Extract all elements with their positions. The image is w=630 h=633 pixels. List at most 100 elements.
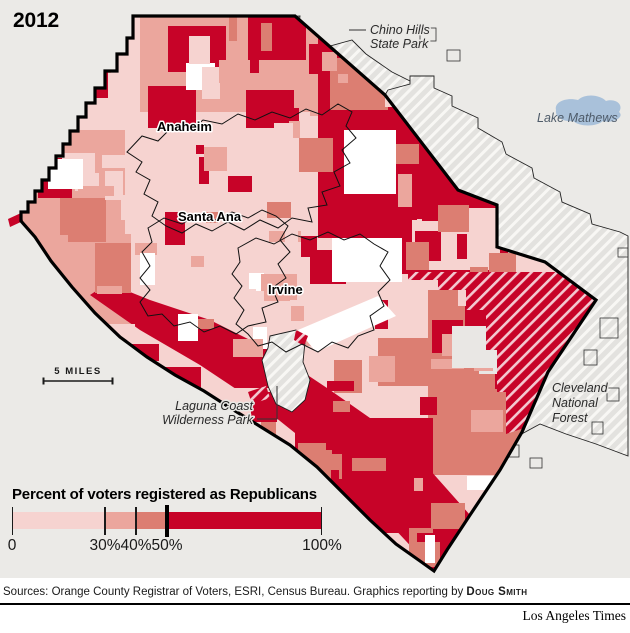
precinct-patch — [419, 439, 433, 447]
precinct-patch — [438, 205, 469, 232]
precinct-patch — [431, 503, 465, 529]
precinct-patch — [170, 166, 198, 189]
irvine-label: Irvine — [268, 282, 303, 297]
precinct-patch — [204, 147, 227, 171]
precinct-patch — [352, 421, 386, 429]
precinct-patch — [95, 243, 131, 293]
legend-title: Percent of voters registered as Republic… — [12, 486, 317, 503]
precinct-patch — [191, 256, 204, 267]
legend-segment-40-50 — [136, 512, 167, 529]
footer: Sources: Orange County Registrar of Vote… — [0, 579, 630, 633]
precinct-patch — [267, 202, 291, 218]
legend-tick-label: 0 — [7, 537, 17, 554]
sources-text: Sources: Orange County Registrar of Vote… — [3, 586, 467, 598]
precinct-patch — [331, 470, 339, 491]
laguna-red-hatch — [248, 386, 270, 404]
precinct-patch — [298, 296, 396, 352]
legend-tick — [104, 507, 106, 535]
precinct-patch — [250, 45, 259, 73]
precinct-patch — [338, 74, 348, 83]
legend-tick — [12, 507, 14, 535]
precinct-patch — [60, 198, 106, 242]
precinct-patch — [414, 164, 437, 175]
precinct-patch — [178, 314, 198, 341]
precinct-patch — [352, 458, 386, 471]
precinct-patch — [457, 234, 467, 259]
coastal-spit — [8, 213, 23, 227]
anaheim-boundary — [126, 103, 357, 234]
footer-rule — [0, 603, 630, 605]
lake-mathews-shape — [555, 95, 621, 126]
precinct-patch — [189, 36, 210, 64]
precinct-patch — [471, 410, 503, 432]
cleveland-label-1: Cleveland — [552, 381, 609, 395]
legend-segment-50-100 — [167, 512, 322, 529]
legend-tick-label: 100% — [302, 537, 342, 554]
precinct-patch — [206, 212, 218, 223]
laguna-label-1: Laguna Coast — [175, 399, 253, 413]
precinct-patch — [333, 401, 350, 412]
anaheim-label: Anaheim — [157, 119, 212, 134]
scale-bar-label: 5 MILES — [54, 366, 101, 377]
precinct-patch — [431, 359, 464, 369]
precinct-patch — [246, 90, 294, 128]
precinct-patch — [135, 243, 157, 255]
legend-tick — [135, 507, 137, 535]
legend-tick-label: 40% — [120, 537, 152, 554]
precinct-patch — [414, 478, 423, 491]
laguna-red-hatch-2 — [294, 330, 308, 346]
legend: Percent of voters registered as Republic… — [8, 484, 372, 556]
santa-ana-boundary — [139, 209, 291, 335]
precinct-patch — [78, 186, 114, 196]
precinct-patch — [229, 17, 237, 41]
precinct-patch — [264, 284, 290, 301]
lake-mathews-label: Lake Mathews — [537, 111, 618, 125]
precinct-patch — [164, 99, 195, 120]
precinct-patch — [289, 121, 300, 138]
precinct-patch — [261, 23, 272, 51]
precinct-patch — [291, 306, 304, 321]
legend-tick-label: 30% — [89, 537, 121, 554]
legend-color-bar — [12, 512, 322, 529]
precinct-patch — [233, 339, 263, 357]
precinct-patch — [425, 535, 435, 563]
legend-tick-label: 50% — [151, 537, 183, 554]
legend-tick — [320, 507, 322, 535]
legend-segment-30-40 — [105, 512, 136, 529]
laguna-leader — [257, 386, 278, 420]
precinct-patch — [228, 176, 252, 192]
precinct-patch — [291, 108, 299, 121]
precinct-patch — [309, 44, 322, 74]
laguna-label-2: Wilderness Park — [162, 413, 254, 427]
cleveland-label-3: Forest — [552, 411, 588, 425]
precinct-patch — [344, 219, 354, 251]
sources-line: Sources: Orange County Registrar of Vote… — [3, 586, 527, 598]
precinct-patch — [344, 130, 396, 194]
chino-hills-label-1: Chino Hills — [370, 23, 430, 37]
irvine-boundary — [231, 231, 391, 353]
precinct-patch — [369, 356, 395, 382]
credit-name: Doug Smith — [466, 586, 528, 598]
precinct-patch — [406, 242, 429, 270]
precinct-patch — [394, 144, 419, 164]
precinct-patch — [420, 397, 437, 415]
precinct-patch — [347, 281, 356, 290]
precinct-patch — [332, 238, 402, 282]
precinct-patch — [229, 289, 256, 319]
precinct-patch — [422, 192, 439, 221]
precinct-patch — [385, 206, 417, 220]
precinct-patch — [299, 138, 333, 172]
precinct-patch — [196, 145, 204, 154]
precinct-patch — [219, 60, 237, 83]
precinct-patch — [102, 155, 140, 168]
precinct-patch — [332, 431, 351, 454]
brand-logotype: Los Angeles Times — [522, 608, 626, 623]
precinct-patch — [398, 174, 412, 207]
precinct-patch — [202, 67, 220, 99]
precinct-patch — [201, 119, 228, 136]
precinct-patch — [121, 195, 150, 220]
cleveland-label-2: National — [552, 396, 599, 410]
precinct-patch — [285, 231, 298, 263]
